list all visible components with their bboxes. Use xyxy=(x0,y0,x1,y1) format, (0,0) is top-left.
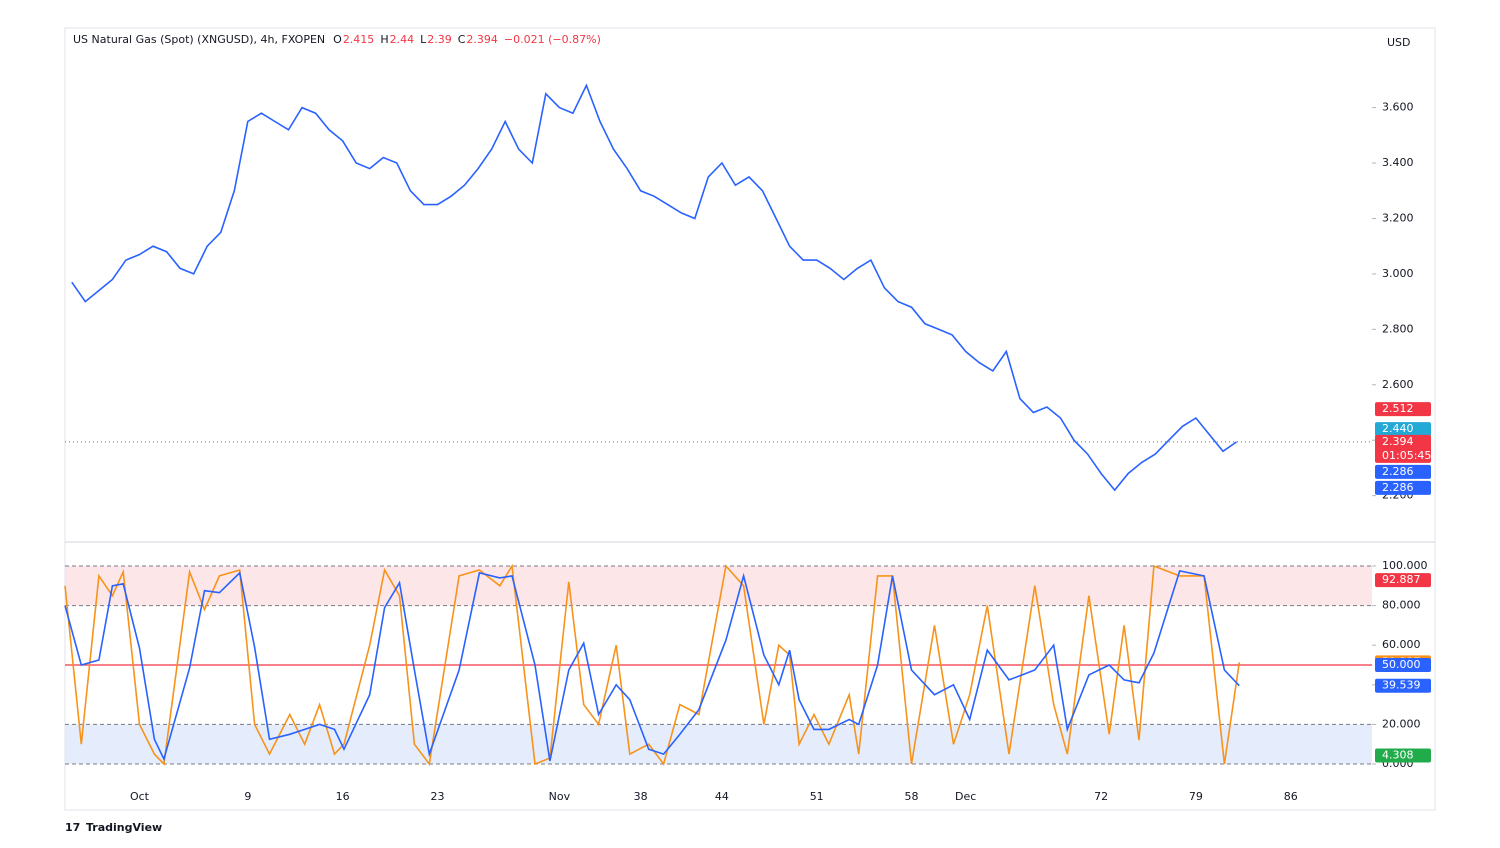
x-tick-label: 79 xyxy=(1189,790,1203,803)
y-tick-label: 80.000 xyxy=(1382,599,1421,612)
price-label: 2.512 xyxy=(1382,402,1414,415)
ohlc-key: O xyxy=(333,33,342,46)
y-tick-label: 60.000 xyxy=(1382,638,1421,651)
price-label-box xyxy=(1375,402,1431,417)
y-tick-label: 3.400 xyxy=(1382,156,1414,169)
price-label-box xyxy=(1375,422,1431,437)
y-tick-label: 2.600 xyxy=(1382,378,1414,391)
series-line xyxy=(64,569,1240,762)
x-tick-label: 23 xyxy=(430,790,444,803)
x-tick-label: 38 xyxy=(634,790,648,803)
price-label: 50.000 xyxy=(1382,658,1421,671)
ohlc-key: H xyxy=(380,33,388,46)
price-label-box xyxy=(1375,748,1431,763)
price-label-box xyxy=(1375,658,1431,672)
chart-title: US Natural Gas (Spot) (XNGUSD), 4h, FXOP… xyxy=(73,33,325,46)
currency: USD xyxy=(1387,36,1411,49)
x-tick-label: Dec xyxy=(955,790,976,803)
x-tick-label: Oct xyxy=(130,790,150,803)
price-label-box xyxy=(1375,434,1431,463)
countdown: 01:05:45 xyxy=(1382,449,1431,462)
y-tick-label: 3.000 xyxy=(1382,267,1414,280)
series-line xyxy=(64,563,1241,766)
price-label: 4.308 xyxy=(1382,748,1414,761)
x-tick-label: Nov xyxy=(549,790,571,803)
x-tick-label: 72 xyxy=(1094,790,1108,803)
x-tick-label: 51 xyxy=(810,790,824,803)
x-tick-label: 58 xyxy=(905,790,919,803)
footer-brand: TradingView xyxy=(86,821,162,834)
frame xyxy=(64,27,1436,811)
change: −0.021 (−0.87%) xyxy=(504,33,601,46)
x-tick-label: 9 xyxy=(244,790,251,803)
x-tick-label: 16 xyxy=(336,790,350,803)
y-tick-label: 20.000 xyxy=(1382,717,1421,730)
price-label: 92.887 xyxy=(1382,573,1421,586)
ohlc-value: 2.415 xyxy=(343,33,375,46)
y-tick-label: 3.600 xyxy=(1382,101,1414,114)
y-tick-label: 100.000 xyxy=(1382,559,1428,572)
y-tick-label: 3.200 xyxy=(1382,211,1414,224)
ohlc-value: 2.39 xyxy=(427,33,452,46)
ohlc-value: 2.394 xyxy=(466,33,498,46)
series-line xyxy=(71,83,1238,492)
price-label: 2.440 xyxy=(1382,422,1414,435)
price-label: 2.286 xyxy=(1382,465,1414,478)
price-label: 39.539 xyxy=(1382,679,1421,692)
price-label: 2.286 xyxy=(1382,481,1414,494)
ohlc-value: 2.44 xyxy=(390,33,415,46)
ohlc-key: L xyxy=(420,33,427,46)
x-tick-label: 86 xyxy=(1284,790,1298,803)
price-label: 2.394 xyxy=(1382,435,1414,448)
ohlc-key: C xyxy=(458,33,466,46)
band xyxy=(65,724,1372,765)
band xyxy=(65,565,1372,606)
price-label-box xyxy=(1375,678,1431,693)
price-label-box xyxy=(1375,480,1431,495)
y-tick-label: 2.800 xyxy=(1382,322,1414,335)
x-tick-label: 44 xyxy=(715,790,729,803)
logo: 17 xyxy=(65,821,80,834)
price-label-box xyxy=(1375,464,1431,479)
price-label-box xyxy=(1375,573,1431,588)
